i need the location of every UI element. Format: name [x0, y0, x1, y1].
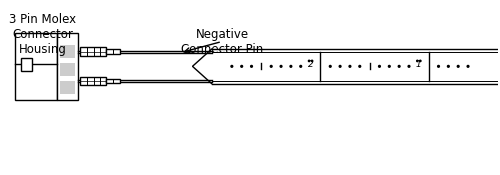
Text: 2: 2 — [308, 60, 314, 69]
Circle shape — [241, 65, 242, 67]
Circle shape — [308, 60, 310, 62]
Bar — [16, 33, 56, 100]
Circle shape — [250, 65, 252, 67]
Bar — [106, 79, 120, 83]
Circle shape — [388, 65, 390, 67]
Bar — [80, 47, 106, 56]
Circle shape — [290, 65, 292, 67]
Text: 1: 1 — [416, 60, 422, 69]
Circle shape — [398, 65, 400, 67]
Circle shape — [349, 65, 351, 67]
Circle shape — [231, 65, 232, 67]
Circle shape — [420, 60, 421, 62]
Bar — [60, 81, 76, 94]
Circle shape — [378, 65, 380, 67]
Circle shape — [438, 65, 440, 67]
Text: Negative
Connector Pin: Negative Connector Pin — [181, 27, 263, 55]
Bar — [21, 58, 32, 71]
Bar — [60, 45, 76, 58]
Circle shape — [408, 65, 410, 67]
Bar — [56, 33, 78, 100]
Circle shape — [270, 65, 272, 67]
Circle shape — [416, 60, 418, 62]
Circle shape — [448, 65, 449, 67]
Circle shape — [300, 65, 302, 67]
Circle shape — [339, 65, 341, 67]
Circle shape — [330, 65, 331, 67]
Text: 3 Pin Molex
Connector
Housing: 3 Pin Molex Connector Housing — [10, 13, 76, 56]
Circle shape — [359, 65, 360, 67]
Bar — [80, 77, 106, 85]
Bar — [106, 49, 120, 54]
Circle shape — [280, 65, 282, 67]
Bar — [60, 63, 76, 76]
Circle shape — [458, 65, 459, 67]
Circle shape — [467, 65, 469, 67]
